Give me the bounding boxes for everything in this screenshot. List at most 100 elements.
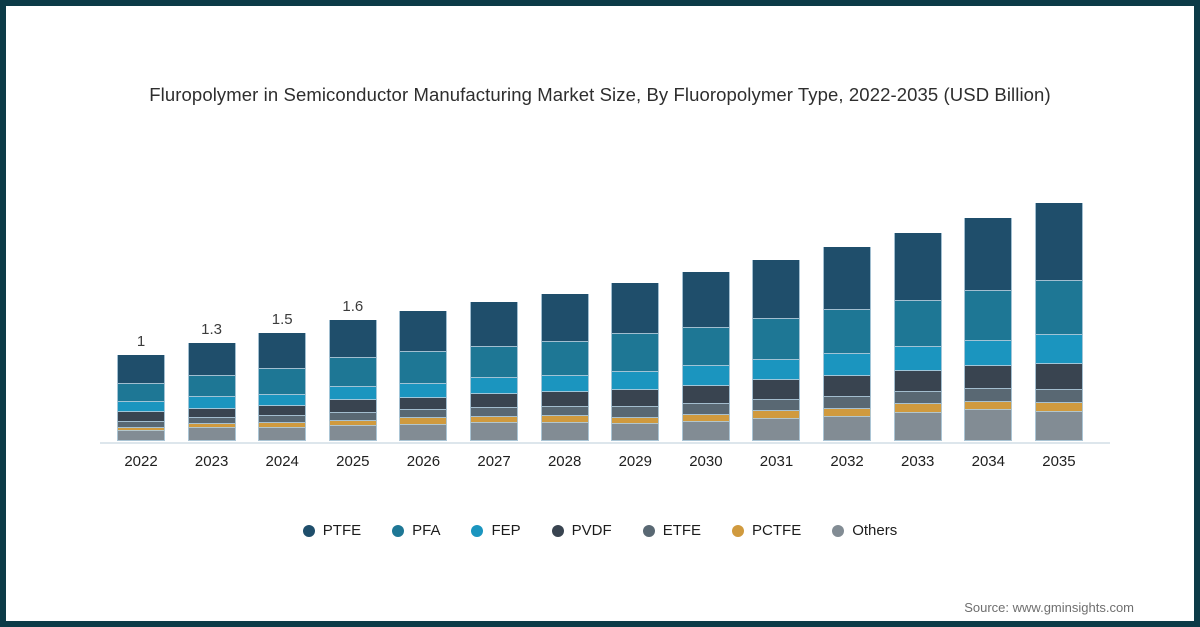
bar-value-label: 1.5 xyxy=(271,310,293,328)
bar-segment-pfa xyxy=(823,309,872,354)
bar-group xyxy=(611,277,660,441)
bar-group xyxy=(1034,197,1083,441)
bar-segment-ptfe xyxy=(752,259,801,320)
bar-segment-others xyxy=(117,430,165,441)
x-axis-label: 2025 xyxy=(336,453,370,470)
bar-segment-fep xyxy=(681,366,730,386)
bar-segment-pfa xyxy=(258,368,307,395)
bar-segment-ptfe xyxy=(187,342,236,377)
bar-segment-pctfe xyxy=(611,417,660,425)
bar-segment-etfe xyxy=(893,391,942,405)
legend-label: PTFE xyxy=(322,522,362,539)
bar-group xyxy=(470,296,519,441)
legend-item-fep: FEP xyxy=(471,522,521,539)
bar-segment-pfa xyxy=(399,351,448,384)
x-axis-label: 2030 xyxy=(689,453,723,470)
legend-dot-icon xyxy=(302,524,315,537)
bar-segment-pctfe xyxy=(258,422,307,428)
bar-segment-others xyxy=(328,425,377,441)
bar-segment-pvdf xyxy=(258,405,307,416)
bar-value-label: 1 xyxy=(136,333,146,351)
bar-segment-others xyxy=(540,423,589,441)
bar-segment-pvdf xyxy=(752,379,801,400)
bar-segment-pvdf xyxy=(964,366,1013,389)
x-axis-label: 2023 xyxy=(194,453,229,470)
bar-segment-others xyxy=(893,413,942,441)
legend-dot-icon xyxy=(471,524,484,537)
bar-segment-etfe xyxy=(823,397,872,410)
bar-segment-fep xyxy=(187,397,236,410)
bar-segment-fep xyxy=(964,341,1013,367)
bar-segment-ptfe xyxy=(1034,202,1083,281)
legend-label: PFA xyxy=(412,522,441,539)
x-axis-line xyxy=(100,442,1110,444)
bar-segment-ptfe xyxy=(328,320,377,358)
bar-group xyxy=(964,212,1013,441)
legend-item-etfe: ETFE xyxy=(642,522,701,539)
bar-segment-others xyxy=(399,425,448,441)
bar-segment-etfe xyxy=(258,415,307,423)
bar-segment-fep xyxy=(470,378,519,395)
bar-segment-etfe xyxy=(1034,389,1083,404)
bar-segment-fep xyxy=(540,376,589,393)
bar-segment-pfa xyxy=(611,333,660,373)
bar-segment-pfa xyxy=(187,376,236,398)
bar-segment-pfa xyxy=(1034,280,1083,336)
bar-group xyxy=(681,266,730,441)
bar-segment-pctfe xyxy=(893,404,942,414)
bar-segment-others xyxy=(258,427,307,441)
bar-segment-pvdf xyxy=(1034,363,1083,390)
x-axis-label: 2033 xyxy=(901,453,935,470)
bar-segment-etfe xyxy=(399,409,448,419)
legend-label: FEP xyxy=(491,522,521,539)
bar-segment-fep xyxy=(328,386,377,400)
bar-segment-pvdf xyxy=(893,370,942,392)
bar-segment-pctfe xyxy=(117,427,165,431)
legend-dot-icon xyxy=(551,524,564,537)
legend-item-pctfe: PCTFE xyxy=(732,522,801,539)
bar-segment-pctfe xyxy=(399,418,448,425)
bar-segment-pvdf xyxy=(328,399,377,413)
bar-segment-pctfe xyxy=(540,415,589,424)
bar-group xyxy=(823,241,872,441)
bar-segment-fep xyxy=(893,347,942,371)
bar-segment-etfe xyxy=(752,399,801,411)
bar-segment-fep xyxy=(752,359,801,380)
bar-group: 1 xyxy=(117,334,165,441)
bar-segment-fep xyxy=(611,372,660,390)
bar-segment-etfe xyxy=(964,388,1013,402)
bar-segment-others xyxy=(681,421,730,441)
x-axis-label: 2029 xyxy=(618,453,652,470)
x-axis-label: 2032 xyxy=(830,453,864,470)
source-note: Source: www.gminsights.com xyxy=(964,600,1134,615)
bar-segment-ptfe xyxy=(964,217,1013,291)
bar-segment-pvdf xyxy=(187,409,236,419)
bar-segment-pvdf xyxy=(681,385,730,405)
bar-segment-others xyxy=(823,416,872,441)
bar-segment-others xyxy=(611,424,660,441)
bar-segment-ptfe xyxy=(540,294,589,342)
bar-group xyxy=(893,227,942,441)
bar-segment-fep xyxy=(258,394,307,406)
bar-segment-pvdf xyxy=(540,392,589,408)
bar-segment-others xyxy=(752,419,801,441)
legend-label: PVDF xyxy=(571,522,612,539)
bar-segment-pctfe xyxy=(470,416,519,424)
bar-segment-etfe xyxy=(328,412,377,421)
x-axis-label: 2024 xyxy=(265,453,299,470)
bar-group: 1.6 xyxy=(328,298,377,441)
legend-dot-icon xyxy=(732,524,745,537)
bar-segment-etfe xyxy=(611,407,660,418)
bar-segment-pctfe xyxy=(823,409,872,417)
bar-segment-ptfe xyxy=(399,310,448,352)
bar-segment-fep xyxy=(399,383,448,399)
bar-segment-etfe xyxy=(681,404,730,416)
bar-segment-others xyxy=(964,409,1013,441)
bar-segment-pfa xyxy=(752,319,801,360)
legend-label: Others xyxy=(852,522,898,539)
x-axis-label: 2026 xyxy=(406,453,441,470)
bar-value-label: 1.6 xyxy=(342,298,364,316)
bar-segment-ptfe xyxy=(117,355,165,384)
x-axis-label: 2031 xyxy=(759,453,794,470)
bar-group xyxy=(399,305,448,441)
